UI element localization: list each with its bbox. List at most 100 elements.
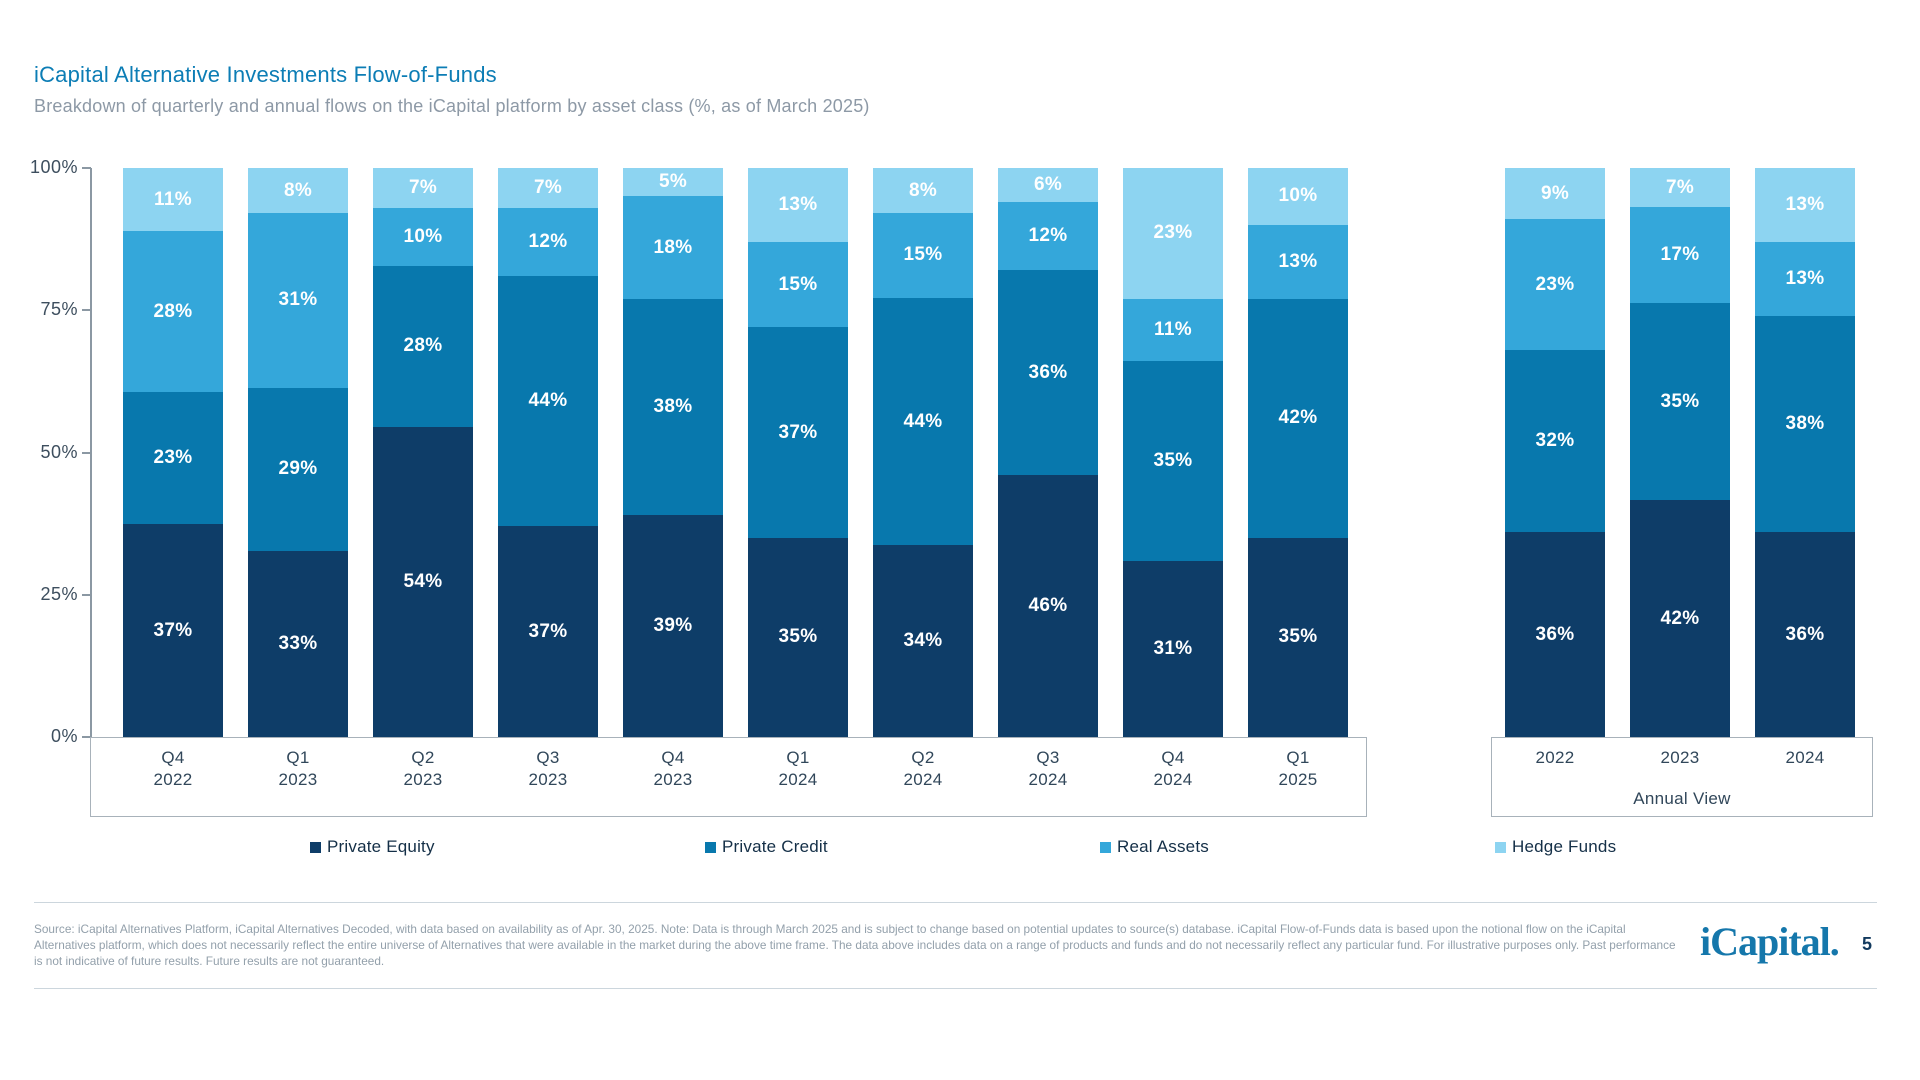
logo-dot: . xyxy=(1829,919,1840,964)
bar-value-label: 36% xyxy=(1785,623,1825,645)
stacked-bar: 31% 35% 11% 23% xyxy=(1123,168,1223,737)
bar-value-label: 8% xyxy=(283,179,313,201)
bar-segment-private-credit: 38% xyxy=(623,298,723,516)
stacked-bar: 33% 29% 31% 8% xyxy=(248,168,348,737)
bar-value-label: 38% xyxy=(1785,413,1825,435)
bar-segment-private-equity: 34% xyxy=(873,545,973,737)
bar-value-label: 28% xyxy=(153,300,193,322)
stacked-bar: 37% 44% 12% 7% xyxy=(498,168,598,737)
footer-top-divider xyxy=(34,902,1877,903)
bar-value-label: 5% xyxy=(658,171,688,193)
bar-value-label: 13% xyxy=(778,194,818,216)
bar-segment-private-credit: 32% xyxy=(1505,350,1605,533)
bar-value-label: 54% xyxy=(403,570,443,592)
x-axis-label: Q2 2023 xyxy=(403,748,443,789)
y-tick-mark xyxy=(82,736,91,738)
x-axis-label: Q4 2023 xyxy=(653,748,693,789)
bar-value-label: 36% xyxy=(1028,361,1068,383)
bar-segment-private-credit: 28% xyxy=(373,265,473,427)
y-tick-label: 50% xyxy=(40,441,78,462)
legend-item-private-equity: Private Equity xyxy=(310,837,435,857)
bar-value-label: 35% xyxy=(1153,450,1193,472)
stacked-bar: 35% 42% 13% 10% xyxy=(1248,168,1348,737)
stacked-bar: 37% 23% 28% 11% xyxy=(123,168,223,737)
bar-value-label: 39% xyxy=(653,615,693,637)
annual-axis-box: Annual View xyxy=(1491,737,1873,817)
bar-segment-private-equity: 37% xyxy=(123,524,223,737)
bar-value-label: 23% xyxy=(1535,273,1575,295)
bar-segment-real-assets: 15% xyxy=(748,242,848,328)
legend-label: Real Assets xyxy=(1117,837,1209,856)
x-axis-label: Q3 2023 xyxy=(528,748,568,789)
bar-segment-private-credit: 35% xyxy=(1630,303,1730,501)
legend-swatch-icon xyxy=(1100,841,1111,853)
y-tick-mark xyxy=(82,167,91,169)
bar-value-label: 38% xyxy=(653,395,693,417)
bar-value-label: 7% xyxy=(408,177,438,199)
bar-segment-private-equity: 39% xyxy=(623,515,723,737)
bar-value-label: 33% xyxy=(278,633,318,655)
y-tick-label: 100% xyxy=(29,157,78,177)
annual-view-label: Annual View xyxy=(1633,789,1731,808)
bar-segment-hedge-funds: 13% xyxy=(1755,168,1855,242)
bar-segment-real-assets: 13% xyxy=(1755,241,1855,316)
legend-label: Private Equity xyxy=(327,837,435,856)
bar-segment-real-assets: 13% xyxy=(1248,224,1348,299)
x-axis-label: Q4 2024 xyxy=(1153,748,1193,789)
x-axis-label: 2023 xyxy=(1660,748,1700,767)
bar-segment-private-equity: 35% xyxy=(1248,537,1348,737)
bar-value-label: 13% xyxy=(1785,194,1825,215)
legend-swatch-icon xyxy=(1495,841,1506,853)
bar-value-label: 7% xyxy=(533,176,563,198)
bar-segment-private-equity: 31% xyxy=(1123,560,1223,737)
x-axis-label: Q3 2024 xyxy=(1028,748,1068,789)
bar-segment-real-assets: 17% xyxy=(1630,207,1730,304)
page-number: 5 xyxy=(1862,934,1873,954)
bar-segment-hedge-funds: 8% xyxy=(248,168,348,214)
bar-segment-real-assets: 18% xyxy=(623,196,723,299)
bar-value-label: 12% xyxy=(1028,225,1068,247)
x-axis-label: Q1 2024 xyxy=(778,748,818,789)
bar-value-label: 12% xyxy=(528,230,568,252)
bar-value-label: 7% xyxy=(1665,176,1695,198)
bar-segment-private-equity: 35% xyxy=(748,537,848,737)
stacked-bar: 42% 35% 17% 7% xyxy=(1630,168,1730,737)
bar-segment-private-credit: 37% xyxy=(748,327,848,538)
bar-segment-private-equity: 42% xyxy=(1630,500,1730,737)
bar-segment-private-credit: 38% xyxy=(1755,315,1855,533)
bar-value-label: 6% xyxy=(1033,174,1063,196)
bar-segment-real-assets: 12% xyxy=(998,202,1098,271)
bar-segment-private-credit: 23% xyxy=(123,392,223,525)
stacked-bar: 36% 38% 13% 13% xyxy=(1755,168,1855,737)
legend-item-private-credit: Private Credit xyxy=(705,837,828,857)
bar-value-label: 15% xyxy=(903,244,943,266)
bar-value-label: 10% xyxy=(1278,185,1318,207)
bar-value-label: 23% xyxy=(1153,222,1193,244)
bar-segment-real-assets: 15% xyxy=(873,213,973,298)
bar-value-label: 42% xyxy=(1660,607,1700,629)
y-tick-mark xyxy=(82,451,91,454)
x-axis-label: 2022 xyxy=(1535,748,1575,767)
bar-segment-private-equity: 54% xyxy=(373,426,473,737)
bar-value-label: 34% xyxy=(903,630,943,652)
bar-segment-private-credit: 29% xyxy=(248,387,348,552)
bar-segment-hedge-funds: 23% xyxy=(1123,168,1223,299)
bar-segment-hedge-funds: 11% xyxy=(123,168,223,232)
icapital-logo: iCapital. xyxy=(1700,918,1840,965)
bar-segment-hedge-funds: 8% xyxy=(873,168,973,214)
legend-item-real-assets: Real Assets xyxy=(1100,837,1209,857)
footer-bottom-divider xyxy=(34,988,1877,989)
bar-value-label: 37% xyxy=(153,619,193,641)
bar-segment-real-assets: 11% xyxy=(1123,298,1223,362)
bar-value-label: 31% xyxy=(1153,637,1193,659)
legend-label: Private Credit xyxy=(722,837,828,856)
bar-segment-hedge-funds: 9% xyxy=(1505,168,1605,220)
bar-segment-hedge-funds: 7% xyxy=(498,168,598,208)
bar-value-label: 8% xyxy=(908,179,938,201)
bar-value-label: 44% xyxy=(903,410,943,432)
bar-segment-real-assets: 10% xyxy=(373,208,473,266)
bar-value-label: 35% xyxy=(1660,390,1700,412)
bar-segment-hedge-funds: 6% xyxy=(998,168,1098,203)
